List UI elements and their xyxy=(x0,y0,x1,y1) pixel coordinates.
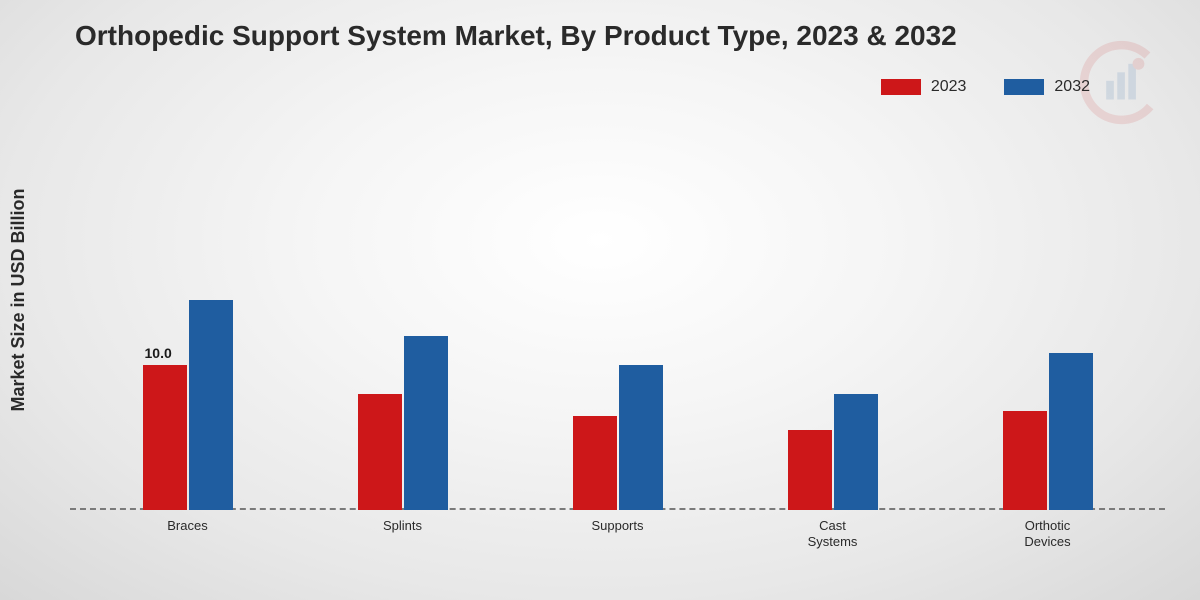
y-axis-label: Market Size in USD Billion xyxy=(8,150,29,450)
bar-2032 xyxy=(1049,353,1093,510)
bar-group xyxy=(295,130,510,510)
bar-2032 xyxy=(834,394,878,510)
legend-label-2023: 2023 xyxy=(931,78,967,96)
legend-item-2023: 2023 xyxy=(881,78,967,96)
bar-2023 xyxy=(1003,411,1047,510)
bar-2023 xyxy=(788,430,832,510)
bar-groups: 10.0 xyxy=(70,130,1165,510)
bar-group: 10.0 xyxy=(80,130,295,510)
bar-2023 xyxy=(573,416,617,510)
bar-2032 xyxy=(189,300,233,510)
x-axis-category-label: Supports xyxy=(510,512,725,551)
x-axis-category-label: OrthoticDevices xyxy=(940,512,1155,551)
bar-group xyxy=(940,130,1155,510)
bar-value-label: 10.0 xyxy=(145,345,172,361)
legend: 2023 2032 xyxy=(881,78,1090,96)
bar-group xyxy=(510,130,725,510)
bar-2032 xyxy=(619,365,663,510)
plot-area: 10.0 xyxy=(70,130,1165,510)
bar-2023 xyxy=(143,365,187,510)
legend-label-2032: 2032 xyxy=(1054,78,1090,96)
x-axis-category-label: Splints xyxy=(295,512,510,551)
watermark-logo-icon xyxy=(1079,40,1164,125)
x-axis-category-label: CastSystems xyxy=(725,512,940,551)
legend-item-2032: 2032 xyxy=(1004,78,1090,96)
chart-title: Orthopedic Support System Market, By Pro… xyxy=(75,20,957,52)
legend-swatch-2023 xyxy=(881,79,921,95)
x-axis-category-label: Braces xyxy=(80,512,295,551)
bar-2032 xyxy=(404,336,448,510)
bar-group xyxy=(725,130,940,510)
bar-2023 xyxy=(358,394,402,510)
x-axis-labels: BracesSplintsSupportsCastSystemsOrthotic… xyxy=(70,512,1165,551)
legend-swatch-2032 xyxy=(1004,79,1044,95)
chart-canvas: Orthopedic Support System Market, By Pro… xyxy=(0,0,1200,600)
